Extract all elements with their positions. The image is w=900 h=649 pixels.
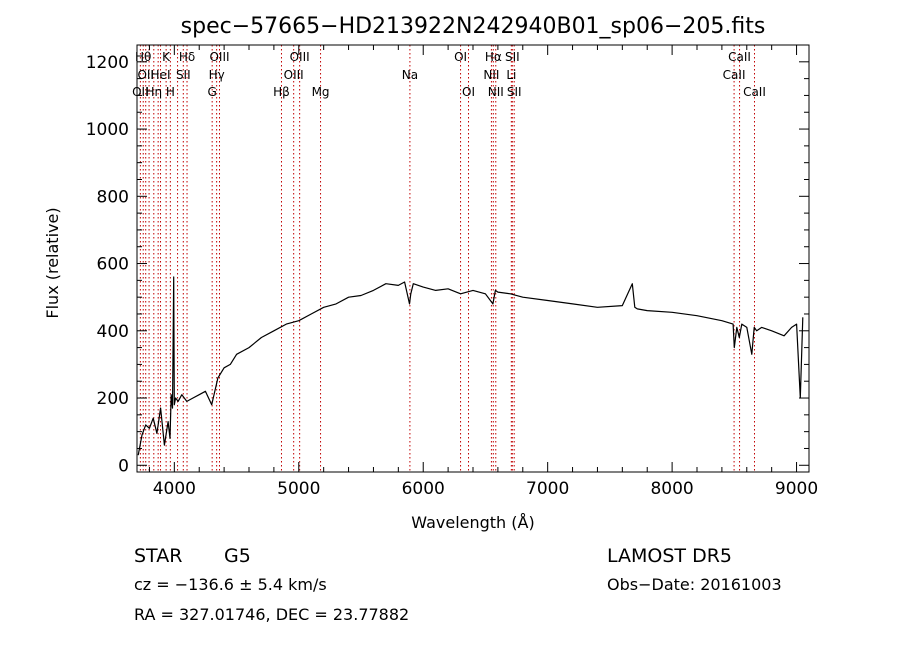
x-tick-label: 5000 <box>277 479 320 499</box>
x-tick-label: 6000 <box>402 479 445 499</box>
obs-date: Obs−Date: 20161003 <box>607 575 782 594</box>
x-tick-label: 8000 <box>650 479 693 499</box>
y-tick-label: 600 <box>97 255 129 275</box>
survey-label: LAMOST DR5 <box>607 545 732 567</box>
plot-frame <box>136 44 810 473</box>
spectral-line-label: Hα <box>485 50 502 64</box>
spectral-line-label: Hδ <box>179 50 195 64</box>
spectral-line-label: NII <box>488 85 504 99</box>
object-class: STAR <box>134 545 182 567</box>
flux-line <box>137 276 804 456</box>
chart-title: spec−57665−HD213922N242940B01_sp06−205.f… <box>181 14 766 39</box>
redshift-text: cz = −136.6 ± 5.4 km/s <box>134 575 327 594</box>
spectral-line-label: Li <box>506 68 516 82</box>
y-tick-label: 1200 <box>86 53 129 73</box>
axes: 4000 5000 6000 7000 8000 9000 0 200 400 600 800 100… <box>86 44 818 499</box>
coordinates: RA = 327.01746, DEC = 23.77882 <box>134 605 409 624</box>
spectral-line-label: Hη <box>145 85 162 99</box>
y-tick-label: 400 <box>97 322 129 342</box>
spectral-line-label: OI <box>454 50 467 64</box>
spectral-line-label: NII <box>483 68 499 82</box>
y-tick-label: 0 <box>118 456 129 476</box>
spectral-line-label: SII <box>505 50 520 64</box>
y-tick-label: 200 <box>97 389 129 409</box>
spectral-line-label: CaII <box>743 85 766 99</box>
spectral-line-label: SII <box>176 68 191 82</box>
spectral-line-markers <box>139 45 755 472</box>
y-tick-label: 800 <box>97 187 129 207</box>
subclass: G5 <box>224 545 251 567</box>
spectral-line-label: Hθ <box>135 50 151 64</box>
y-tick-label: 1000 <box>86 120 129 140</box>
y-axis-label: Flux (relative) <box>43 207 62 318</box>
spectral-line-label: OIII <box>284 68 304 82</box>
spectral-line-label: HeI <box>151 68 171 82</box>
spectral-line-label: CaII <box>723 68 746 82</box>
x-axis-label: Wavelength (Å) <box>411 513 534 532</box>
spectral-line-label: Hγ <box>209 68 225 82</box>
spectral-line-label: Hβ <box>273 85 290 99</box>
spectral-line-label: OIII <box>290 50 310 64</box>
spectral-line-label: OIII <box>209 50 229 64</box>
spectral-line-label: OI <box>462 85 475 99</box>
spectral-line-label: K <box>162 50 171 64</box>
spectral-line-label: CaII <box>728 50 751 64</box>
spectral-line-labels: OIIHθOIIHηHeIKHSIIHδGHγOIIIHβOIIIOIIIMgN… <box>132 50 766 99</box>
spectral-line-label: G <box>208 85 217 99</box>
x-tick-label: 4000 <box>153 479 196 499</box>
spectral-line-label: H <box>166 85 175 99</box>
x-tick-label: 9000 <box>775 479 818 499</box>
spectral-line-label: SII <box>507 85 522 99</box>
spectral-line-label: Na <box>402 68 418 82</box>
x-tick-label: 7000 <box>526 479 569 499</box>
spectral-line-label: OII <box>132 85 149 99</box>
spectral-line-label: Mg <box>312 85 330 99</box>
flux-series <box>137 276 804 456</box>
